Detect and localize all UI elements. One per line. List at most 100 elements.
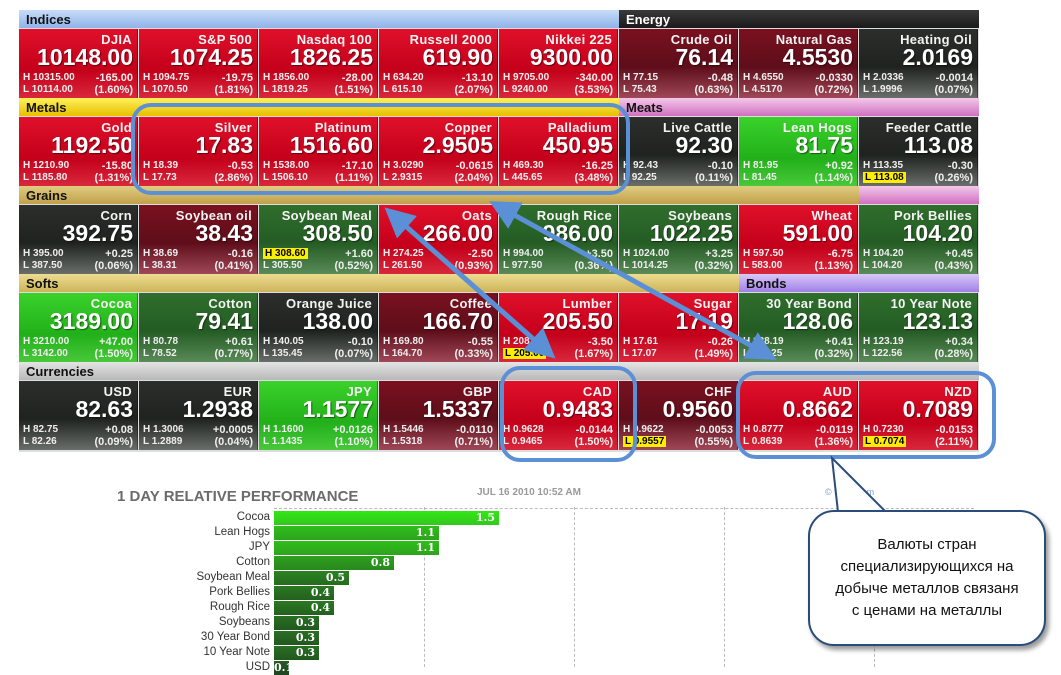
- change-value: -0.16: [227, 248, 253, 260]
- tile-djia[interactable]: DJIA 10148.00 H 10315.00 L 10114.00 -165.00(…: [19, 29, 138, 98]
- percent-change: (1.60%): [94, 84, 133, 96]
- tile-cocoa[interactable]: Cocoa 3189.00 H 3210.00 L 3142.00 +47.00 (1.5…: [19, 293, 138, 362]
- performance-bar: 1.1: [274, 526, 439, 540]
- price: 10148.00: [37, 44, 133, 70]
- tile-pork-bellies[interactable]: Pork Bellies 104.20 H 104.20 L 104.20 +0.45(…: [859, 205, 978, 274]
- tile-palladium[interactable]: Palladium 450.95 H 469.30 L 445.65 -16.25 (3.…: [499, 117, 618, 186]
- tile-copper[interactable]: Copper 2.9505 H 3.0290 L 2.9315 -0.0615 (2.04…: [379, 117, 498, 186]
- low-value: L 78.52: [143, 348, 177, 359]
- tile-lean-hogs[interactable]: Lean Hogs 81.75 H 81.95 L 81.45 +0.92 (1.14%): [739, 117, 858, 186]
- high-value: H 81.95: [743, 160, 779, 171]
- tile-heating-oil[interactable]: Heating Oil 2.0169 H 2.0336 L 1.9996 -0.0014…: [859, 29, 978, 98]
- tile-cotton[interactable]: Cotton 79.41 H 80.78 L 78.52 +0.61 (0.77%): [139, 293, 258, 362]
- percent-change: (0.77%): [214, 348, 253, 360]
- tile-aud[interactable]: AUD 0.8662 H 0.8777 L 0.8639 -0.0119 (1.36%): [739, 381, 858, 450]
- change-value: +0.0005: [212, 424, 253, 436]
- low-value: L 92.25: [623, 172, 657, 183]
- price: 4.5530: [782, 44, 853, 70]
- tile-s-p-500[interactable]: S&P 500 1074.25 H 1094.75 L 1070.50 -19.75 (1…: [139, 29, 258, 98]
- section-header-energy: Energy: [619, 10, 979, 28]
- percent-change: (3.53%): [574, 84, 613, 96]
- instrument-name: Live Cattle: [662, 120, 732, 135]
- tile-nikkei-225[interactable]: Nikkei 225 9300.00 H 9705.00 L 9240.00 -340.…: [499, 29, 618, 98]
- performance-bar: 0.8: [274, 556, 394, 570]
- tile-corn[interactable]: Corn 392.75 H 395.00 L 387.50 +0.25 (0.06%): [19, 205, 138, 274]
- price: 2.0169: [902, 44, 973, 70]
- price: 0.9560: [662, 396, 733, 422]
- cad-highlight-box: [500, 366, 637, 462]
- bar-value-label: 0.4: [310, 586, 330, 599]
- high-value: H 140.05: [263, 336, 304, 347]
- tile-10-year-note[interactable]: 10 Year Note 123.13 H 123.19 L 122.56 +0.34(…: [859, 293, 978, 362]
- tile-gold[interactable]: Gold 1192.50 H 1210.90 L 1185.80 -15.80 (1.31…: [19, 117, 138, 186]
- percent-change: (0.72%): [814, 84, 853, 96]
- instrument-name: Corn: [100, 208, 132, 223]
- percent-change: (0.32%): [814, 348, 853, 360]
- performance-bar: 1.1: [274, 541, 439, 555]
- instrument-name: DJIA: [101, 32, 132, 47]
- low-value: L 9240.00: [503, 84, 548, 95]
- change-value: +0.92: [825, 160, 853, 172]
- bar-label: Rough Rice: [209, 601, 270, 613]
- tile-nasdaq-100[interactable]: Nasdaq 100 1826.25 H 1856.00 L 1819.25 -28.0…: [259, 29, 378, 98]
- change-value: -0.53: [227, 160, 253, 172]
- low-value: L 10114.00: [23, 84, 73, 95]
- price: 1.1577: [302, 396, 373, 422]
- tile-eur[interactable]: EUR 1.2938 H 1.3006 L 1.2889 +0.0005 (0.04%): [139, 381, 258, 450]
- price: 3189.00: [49, 308, 133, 334]
- price: 392.75: [62, 220, 133, 246]
- tile-gbp[interactable]: GBP 1.5337 H 1.5446 L 1.5318 -0.0110 (0.71%): [379, 381, 498, 450]
- change-value: +0.61: [225, 336, 253, 348]
- percent-change: (0.55%): [694, 436, 733, 448]
- low-value: L 113.08: [863, 172, 906, 183]
- bar-value-label: 0.3: [295, 616, 315, 629]
- percent-change: (1.36%): [814, 436, 853, 448]
- change-value: -0.0330: [815, 72, 853, 84]
- tile-live-cattle[interactable]: Live Cattle 92.30 H 92.43 L 92.25 -0.10 (0.11…: [619, 117, 738, 186]
- chart-timestamp: JUL 16 2010 10:52 AM: [477, 487, 581, 498]
- bar-value-label: 1.5: [475, 511, 495, 524]
- tile-cad[interactable]: CAD 0.9483 H 0.9628 L 0.9465 -0.0144 (1.50%): [499, 381, 618, 450]
- aud-nzd-highlight-box: [736, 371, 996, 459]
- percent-change: (0.11%): [695, 172, 733, 184]
- tile-soybean-meal[interactable]: Soybean Meal 308.50 H 308.60 L 305.50 +1.60(…: [259, 205, 378, 274]
- tile-crude-oil[interactable]: Crude Oil 76.14 H 77.15 L 75.43 -0.48 (0.63%): [619, 29, 738, 98]
- annotation-callout: Валюты стран специализирующихся на добыч…: [808, 510, 1046, 646]
- percent-change: (0.52%): [334, 260, 373, 272]
- bar-label: Soybeans: [218, 616, 270, 628]
- price: 1074.25: [169, 44, 253, 70]
- percent-change: (1.50%): [574, 436, 613, 448]
- performance-bar: 0.3: [274, 646, 319, 660]
- bar-value-label: 0.5: [325, 571, 345, 584]
- price: 113.08: [903, 132, 973, 158]
- price: 0.9483: [542, 396, 613, 422]
- tile-platinum[interactable]: Platinum 1516.60 H 1538.00 L 1506.10 -17.10(…: [259, 117, 378, 186]
- high-value: H 308.60: [263, 248, 308, 259]
- percent-change: (1.50%): [94, 348, 133, 360]
- section-header-blank: [859, 186, 979, 204]
- tile-soybean-oil[interactable]: Soybean oil 38.43 H 38.69 L 38.31 -0.16 (0.41…: [139, 205, 258, 274]
- metals-highlight-box: [131, 103, 630, 195]
- tile-feeder-cattle[interactable]: Feeder Cattle 113.08 H 113.35 L 113.08 -0.30…: [859, 117, 978, 186]
- instrument-name: JPY: [346, 384, 372, 399]
- low-value: L 135.45: [263, 348, 303, 359]
- high-value: H 3.0290: [383, 160, 424, 171]
- tile-nzd[interactable]: NZD 0.7089 H 0.7230 L 0.7074 -0.0153 (2.11%): [859, 381, 978, 450]
- arrow-metals-cad: [384, 207, 556, 359]
- tile-jpy[interactable]: JPY 1.1577 H 1.1600 L 1.1435 +0.0126 (1.10%): [259, 381, 378, 450]
- tile-chf[interactable]: CHF 0.9560 H 0.9622 L 0.9557 -0.0053 (0.55%): [619, 381, 738, 450]
- tile-orange-juice[interactable]: Orange Juice 138.00 H 140.05 L 135.45 -0.10(…: [259, 293, 378, 362]
- bar-value-label: 0.3: [295, 631, 315, 644]
- percent-change: (2.07%): [454, 84, 493, 96]
- tile-russell-2000[interactable]: Russell 2000 619.90 H 634.20 L 615.10 -13.10…: [379, 29, 498, 98]
- tile-natural-gas[interactable]: Natural Gas 4.5530 H 4.6550 L 4.5170 -0.0330…: [739, 29, 858, 98]
- price: 1826.25: [289, 44, 373, 70]
- change-value: +47.00: [99, 336, 133, 348]
- tile-usd[interactable]: USD 82.63 H 82.75 L 82.26 +0.08 (0.09%): [19, 381, 138, 450]
- bar-label: 10 Year Note: [203, 646, 270, 658]
- change-value: -13.10: [461, 72, 493, 84]
- instrument-name: CHF: [704, 384, 732, 399]
- low-value: L 445.65: [503, 172, 543, 183]
- high-value: H 469.30: [503, 160, 544, 171]
- tile-silver[interactable]: Silver 17.83 H 18.39 L 17.73 -0.53 (2.86%): [139, 117, 258, 186]
